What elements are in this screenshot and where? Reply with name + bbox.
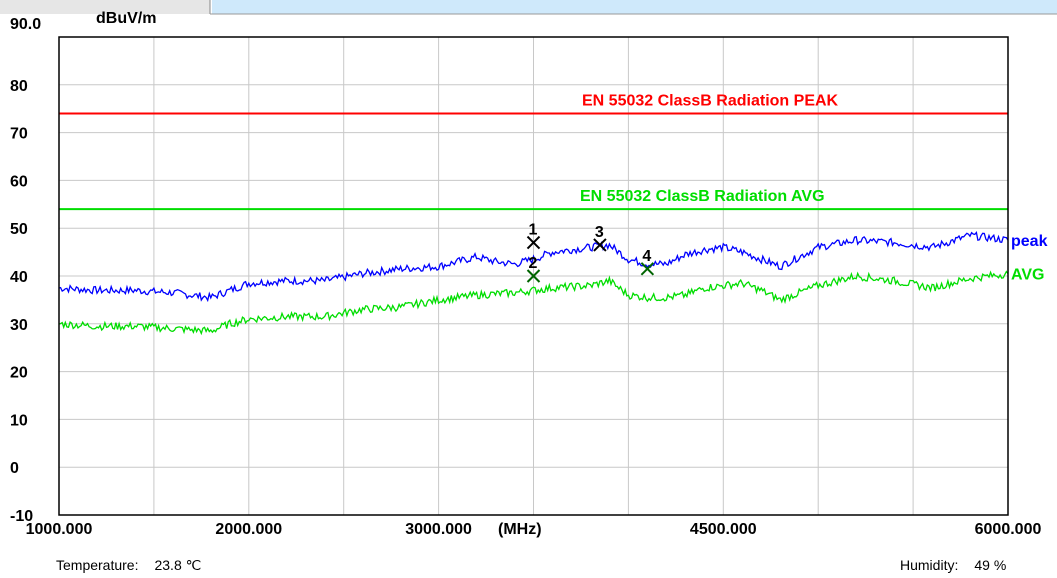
header-right-bar <box>212 0 1057 14</box>
trace-label-avg: AVG <box>1011 267 1044 284</box>
humidity-label: Humidity: <box>900 557 959 573</box>
limit-label: EN 55032 ClassB Radiation PEAK <box>582 92 839 109</box>
marker-1: 1 <box>526 222 541 250</box>
y-tick-label: 40 <box>10 269 28 286</box>
marker-cross <box>640 262 655 276</box>
y-tick-label: 20 <box>10 365 28 382</box>
y-tick-label: 90.0 <box>10 16 41 33</box>
temperature-label: Temperature: <box>56 557 139 573</box>
y-tick-label: 10 <box>10 412 28 429</box>
x-tick-label: 4500.000 <box>690 521 757 538</box>
marker-3: 3 <box>593 224 607 252</box>
plot-frame <box>58 36 1009 516</box>
header-left-tab <box>0 0 210 14</box>
y-tick-label: 30 <box>10 317 28 334</box>
marker-number: 1 <box>529 222 538 239</box>
y-tick-label: 0 <box>10 460 19 477</box>
temperature-readout: Temperature: 23.8 ℃ <box>56 557 201 574</box>
marker-cross <box>526 269 541 283</box>
limit-label: EN 55032 ClassB Radiation AVG <box>580 188 825 205</box>
emission-chart: dBuV/m (MHz) EN 55032 ClassB Radiation P… <box>0 0 1057 538</box>
marker-number: 4 <box>642 248 651 265</box>
humidity-readout: Humidity: 49 % <box>900 557 1006 573</box>
y-unit-label: dBuV/m <box>96 10 156 27</box>
marker-number: 3 <box>595 224 604 241</box>
x-tick-label: 2000.000 <box>215 521 282 538</box>
trace-peak <box>58 231 1009 303</box>
marker-cross <box>526 235 541 250</box>
x-tick-label: 3000.000 <box>405 521 472 538</box>
trace-avg <box>58 270 1009 336</box>
marker-number: 2 <box>529 255 538 272</box>
marker-cross <box>593 238 607 252</box>
marker-4: 4 <box>640 248 655 276</box>
marker-2: 2 <box>526 255 541 283</box>
x-unit-label: (MHz) <box>498 521 542 538</box>
x-tick-label: 6000.000 <box>975 521 1042 538</box>
y-tick-label: -10 <box>10 508 33 525</box>
temperature-value: 23.8 ℃ <box>154 557 202 573</box>
x-tick-label: 1000.000 <box>26 521 93 538</box>
y-tick-label: 50 <box>10 221 28 238</box>
trace-label-peak: peak <box>1011 233 1048 250</box>
y-tick-label: 70 <box>10 126 28 143</box>
y-tick-label: 60 <box>10 173 28 190</box>
y-tick-label: 80 <box>10 78 28 95</box>
humidity-value: 49 % <box>974 557 1007 573</box>
